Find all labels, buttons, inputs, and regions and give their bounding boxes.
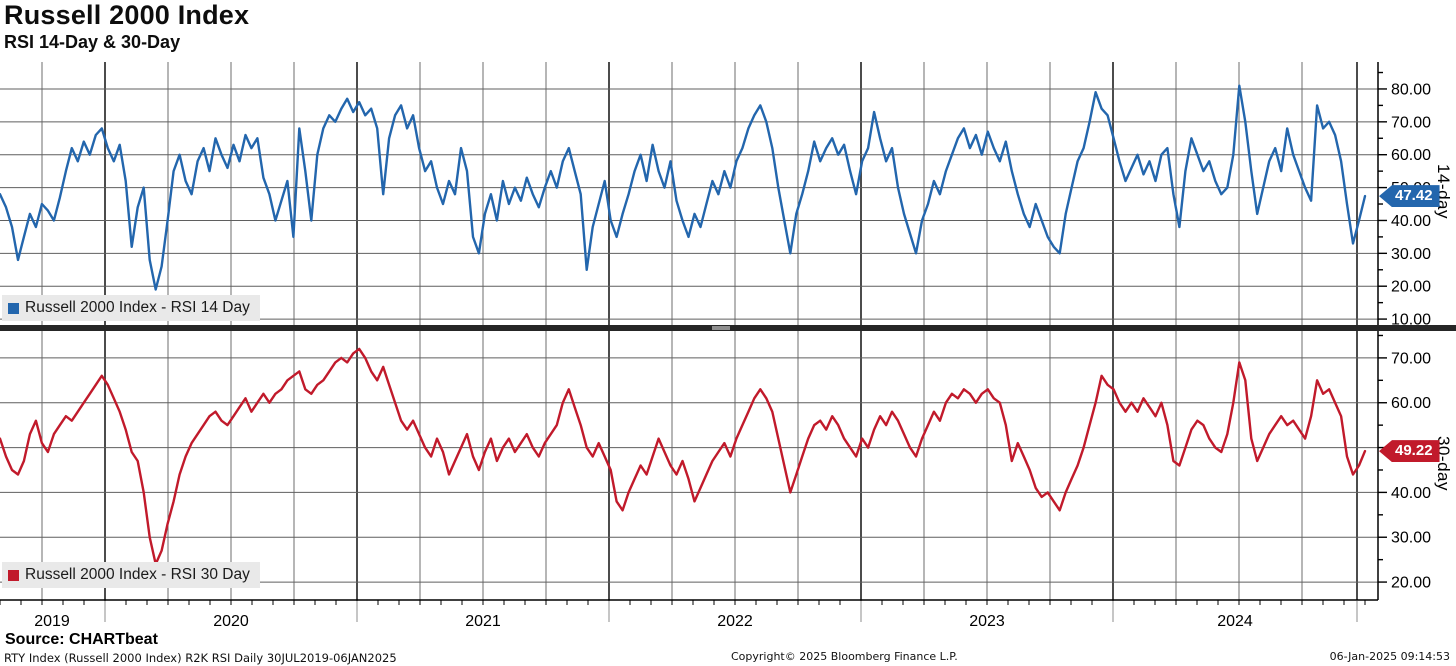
rsi14-last-value-badge: 47.42 (1379, 185, 1440, 208)
chart-title: Russell 2000 Index (4, 0, 250, 30)
y-tick-label: 60.00 (1391, 147, 1431, 164)
x-year-label: 2021 (465, 613, 501, 630)
y-tick-label: 30.00 (1391, 530, 1431, 547)
rsi30-line (0, 347, 1367, 566)
y-tick-label: 70.00 (1391, 114, 1431, 131)
footer-timestamp: 06-Jan-2025 09:14:53 (1329, 650, 1450, 663)
y-tick-label: 20.00 (1391, 575, 1431, 592)
y-tick-label: 80.00 (1391, 81, 1431, 98)
rsi14-line (0, 84, 1367, 291)
y-tick-label: 10.00 (1391, 312, 1431, 329)
footer-source: Source: CHARTbeat (5, 631, 158, 648)
y-tick-label: 40.00 (1391, 213, 1431, 230)
legend-rsi14-label: Russell 2000 Index - RSI 14 Day (25, 299, 250, 316)
rsi30-last-value-badge: 49.22 (1379, 440, 1440, 463)
y-tick-label: 30.00 (1391, 246, 1431, 263)
x-year-label: 2024 (1217, 613, 1253, 630)
x-year-label: 2019 (34, 613, 70, 630)
chart-subtitle: RSI 14-Day & 30-Day (4, 32, 181, 52)
y-tick-label: 70.00 (1391, 350, 1431, 367)
footer-copyright: Copyright© 2025 Bloomberg Finance L.P. (731, 650, 958, 663)
footer-ticker-meta: RTY Index (Russell 2000 Index) R2K RSI D… (4, 651, 397, 665)
legend-rsi14[interactable]: Russell 2000 Index - RSI 14 Day (2, 295, 260, 321)
x-year-label: 2023 (969, 613, 1005, 630)
y-tick-label: 20.00 (1391, 279, 1431, 296)
panel-separator (0, 325, 1456, 331)
legend-rsi30-label: Russell 2000 Index - RSI 30 Day (25, 566, 250, 583)
x-year-label: 2022 (717, 613, 753, 630)
rsi14-color-swatch (8, 302, 19, 314)
rsi30-color-swatch (8, 569, 19, 581)
legend-rsi30[interactable]: Russell 2000 Index - RSI 30 Day (2, 562, 260, 588)
separator-drag-handle[interactable] (712, 326, 730, 330)
y-tick-label: 60.00 (1391, 395, 1431, 412)
y-tick-label: 40.00 (1391, 485, 1431, 502)
x-year-label: 2020 (213, 613, 249, 630)
